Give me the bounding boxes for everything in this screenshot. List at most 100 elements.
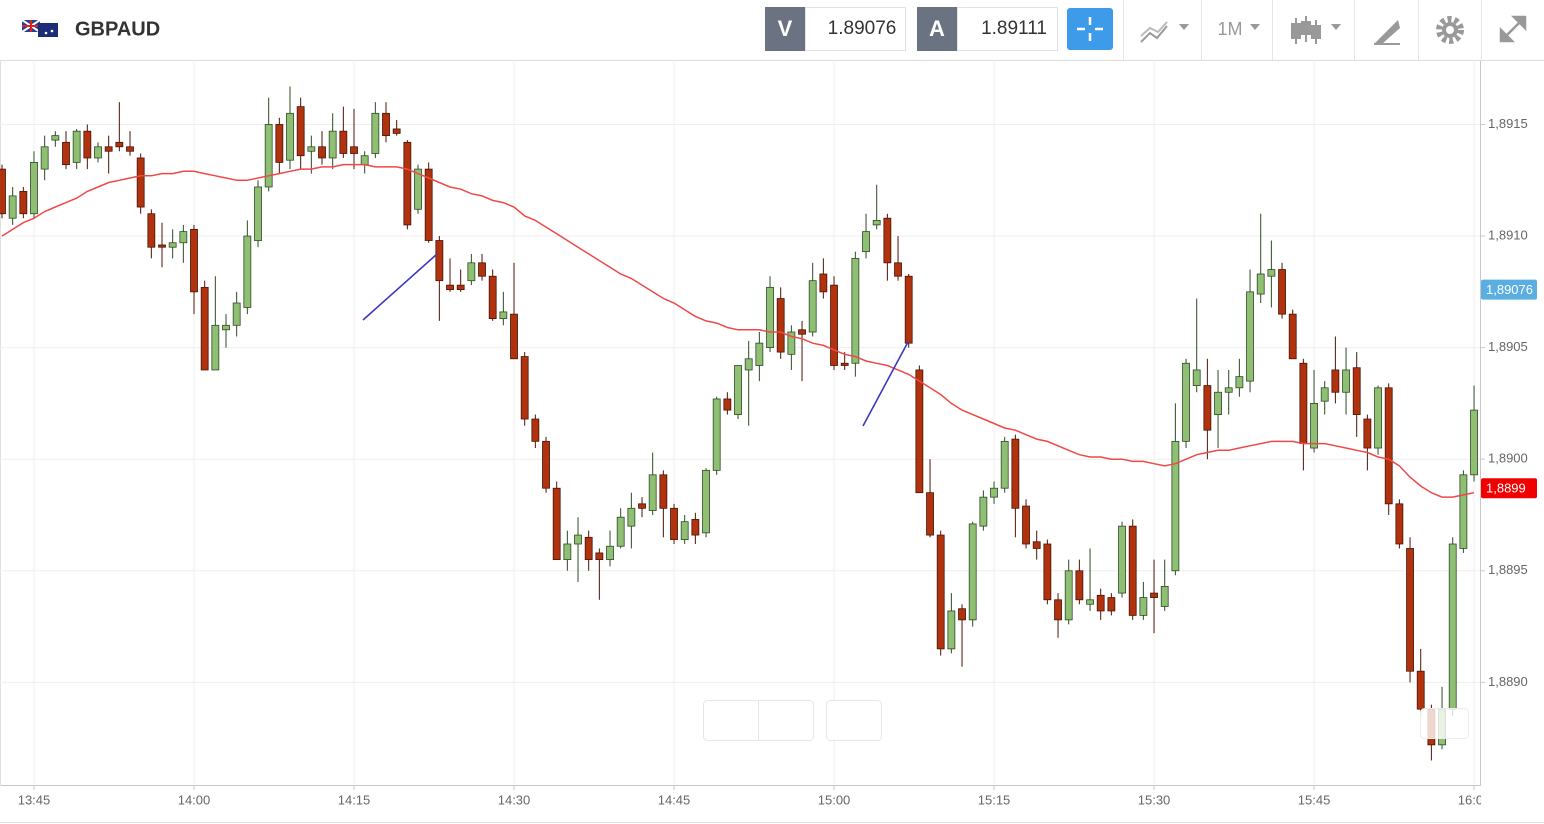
ask-badge <box>917 7 957 51</box>
candle-body <box>947 610 956 650</box>
candle-body <box>1352 367 1361 415</box>
candle-body <box>478 262 486 277</box>
flag-icon <box>21 19 58 37</box>
candle-body <box>488 275 497 320</box>
candle-body <box>1235 376 1244 389</box>
candle-body <box>72 130 81 163</box>
y-tick-label: 1,8895 <box>1488 562 1528 577</box>
candle-body <box>862 231 870 253</box>
x-tick-label: 13:45 <box>18 792 51 807</box>
candle-body <box>371 112 380 154</box>
candle-body <box>328 130 337 159</box>
trend-line[interactable] <box>362 253 438 321</box>
bid-badge <box>765 7 805 51</box>
x-tick-label: 15:15 <box>978 792 1011 807</box>
candle-body <box>616 516 625 547</box>
candle-body <box>1139 597 1148 616</box>
crosshair-button[interactable] <box>1067 8 1113 50</box>
candle-body <box>968 523 977 621</box>
reset-control[interactable] <box>826 700 882 741</box>
candle-body <box>1288 313 1297 360</box>
fullscreen-button[interactable] <box>1499 15 1527 43</box>
price-label: 1,89076 <box>1486 282 1533 297</box>
candle-body <box>520 356 529 420</box>
candle-body <box>1224 387 1233 393</box>
draw-tool-button[interactable] <box>1374 20 1400 45</box>
candle-body <box>702 469 710 534</box>
candle-body <box>883 217 892 264</box>
candle-body <box>350 146 358 154</box>
candle-body <box>158 244 166 248</box>
symbol: GBPAUD <box>75 18 160 40</box>
candle-body <box>915 369 924 494</box>
candle-body <box>990 487 998 498</box>
candle-body <box>307 146 316 152</box>
y-tick-label: 1,8890 <box>1488 674 1528 689</box>
x-tick-label: 15:45 <box>1298 792 1331 807</box>
candle-body <box>638 503 646 509</box>
candle-body <box>1448 543 1457 710</box>
candle-body <box>1203 385 1212 431</box>
candle-body <box>830 284 838 366</box>
candle-body <box>190 228 198 293</box>
candle-body <box>510 313 518 360</box>
candle-body <box>382 112 390 137</box>
candle-body <box>1459 474 1468 549</box>
trend-line[interactable] <box>862 341 909 427</box>
candle-body <box>1310 403 1318 449</box>
candle-body <box>1214 391 1222 415</box>
x-tick-label: 14:30 <box>498 792 531 807</box>
y-tick-label: 1,8905 <box>1488 339 1528 354</box>
candle-body <box>136 157 145 208</box>
candle-body <box>1118 525 1126 594</box>
candle-body <box>958 608 966 621</box>
candle-body <box>1246 291 1254 382</box>
candle-body <box>627 507 636 527</box>
candle-body <box>1075 570 1084 601</box>
candle-body <box>232 302 241 326</box>
candle-body <box>0 168 6 215</box>
x-tick-label: 15:30 <box>1138 792 1171 807</box>
ask-box[interactable] <box>957 7 1058 51</box>
candle-body <box>1406 548 1414 672</box>
candle-body <box>8 195 17 219</box>
candle-body <box>222 324 230 331</box>
settings-button[interactable] <box>1436 16 1464 44</box>
candle-body <box>424 168 433 241</box>
candle-body <box>648 474 657 511</box>
y-tick-label: 1,8915 <box>1488 116 1528 131</box>
chart-type-button[interactable] <box>1140 21 1189 43</box>
candle-body <box>894 262 902 277</box>
candle-body <box>499 311 508 320</box>
candle-body <box>851 257 860 364</box>
candle-body <box>211 324 220 371</box>
candle-body <box>275 124 284 163</box>
candle-body <box>744 358 753 371</box>
candle-type-button[interactable] <box>1291 16 1341 44</box>
candle-body <box>1192 369 1201 386</box>
candle-body <box>552 487 561 561</box>
scroll-control[interactable] <box>1420 708 1469 739</box>
candle-body <box>1278 269 1286 315</box>
candle-body <box>659 474 668 509</box>
candle-body <box>1395 503 1404 545</box>
candle-body <box>1374 387 1382 449</box>
candle-body <box>691 519 700 536</box>
candle-body <box>1000 440 1009 489</box>
candle-body <box>1150 592 1158 598</box>
candle-body <box>1086 599 1094 605</box>
bid-box[interactable] <box>805 7 906 51</box>
candle-body <box>62 141 70 166</box>
candle-body <box>734 365 742 415</box>
candle-body <box>264 124 273 188</box>
candle-body <box>30 162 38 215</box>
ask-price: 1.89111 <box>981 18 1047 39</box>
candle-body <box>51 135 60 141</box>
candle-body <box>766 286 774 349</box>
timeframe[interactable]: 1M <box>1217 19 1242 39</box>
price-label-box <box>1481 279 1537 300</box>
candle-body <box>414 168 422 210</box>
candle-body <box>467 262 476 282</box>
candle-body <box>926 492 934 536</box>
